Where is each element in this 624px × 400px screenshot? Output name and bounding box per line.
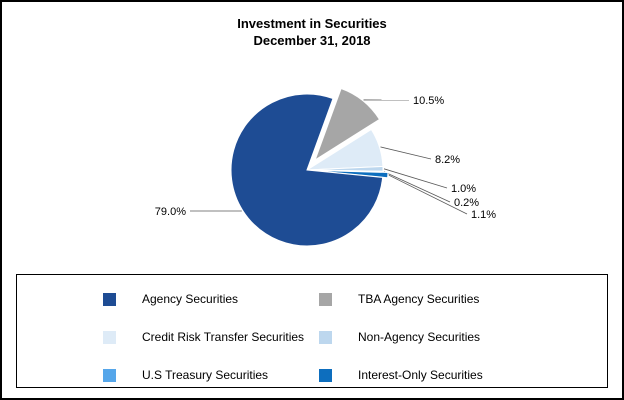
pie-data-label-credit-risk-transfer-securities: 8.2%: [435, 154, 460, 166]
pie-data-label-agency-securities: 79.0%: [155, 206, 186, 218]
legend-label-credit-risk-transfer-securities: Credit Risk Transfer Securities: [142, 330, 305, 344]
legend: Agency Securities TBA Agency Securities Cr…: [17, 275, 607, 382]
pie-chart: 10.5% 8.2% 1.0% 0.2%1.1% 79.0%: [155, 87, 496, 247]
legend-label-interest-only-securities: Interest-Only Securities: [358, 368, 483, 382]
legend-box: Agency Securities TBA Agency Securities Cr…: [16, 274, 608, 388]
pie-slice-tba-agency-securities: [314, 87, 381, 162]
legend-swatch-agency-securities: [103, 292, 116, 306]
legend-label-tba-agency-securities: TBA Agency Securities: [358, 292, 480, 306]
leader-line-non-agency-securities: [383, 168, 448, 189]
legend-item-u-s-treasury-securities: U.S Treasury Securities: [103, 368, 319, 382]
pie-slice-agency-securities: [230, 93, 384, 247]
legend-item-non-agency-securities: Non-Agency Securities: [319, 330, 607, 344]
pie-data-label-u-s-treasury-securities: 0.2%: [454, 197, 479, 209]
legend-swatch-u-s-treasury-securities: [103, 368, 116, 382]
legend-item-interest-only-securities: Interest-Only Securities: [319, 368, 607, 382]
leader-line-interest-only-securities: [388, 174, 468, 215]
legend-swatch-credit-risk-transfer-securities: [103, 330, 116, 344]
legend-swatch-non-agency-securities: [319, 330, 332, 344]
legend-swatch-tba-agency-securities: [319, 292, 332, 306]
leader-line-u-s-treasury-securities: [383, 171, 451, 203]
leader-line-credit-risk-transfer-securities: [380, 146, 432, 160]
legend-swatch-interest-only-securities: [319, 368, 332, 382]
legend-label-non-agency-securities: Non-Agency Securities: [358, 330, 481, 344]
pie-data-label-interest-only-securities: 1.1%: [471, 209, 496, 221]
chart-subtitle: December 31, 2018: [253, 33, 371, 48]
chart-title: Investment in Securities: [237, 16, 387, 31]
legend-item-credit-risk-transfer-securities: Credit Risk Transfer Securities: [103, 330, 319, 344]
legend-label-u-s-treasury-securities: U.S Treasury Securities: [142, 368, 269, 382]
pie-data-label-tba-agency-securities: 10.5%: [413, 95, 444, 107]
legend-label-agency-securities: Agency Securities: [142, 292, 239, 306]
legend-item-tba-agency-securities: TBA Agency Securities: [319, 292, 607, 306]
legend-item-agency-securities: Agency Securities: [103, 292, 319, 306]
pie-data-label-non-agency-securities: 1.0%: [451, 183, 476, 195]
